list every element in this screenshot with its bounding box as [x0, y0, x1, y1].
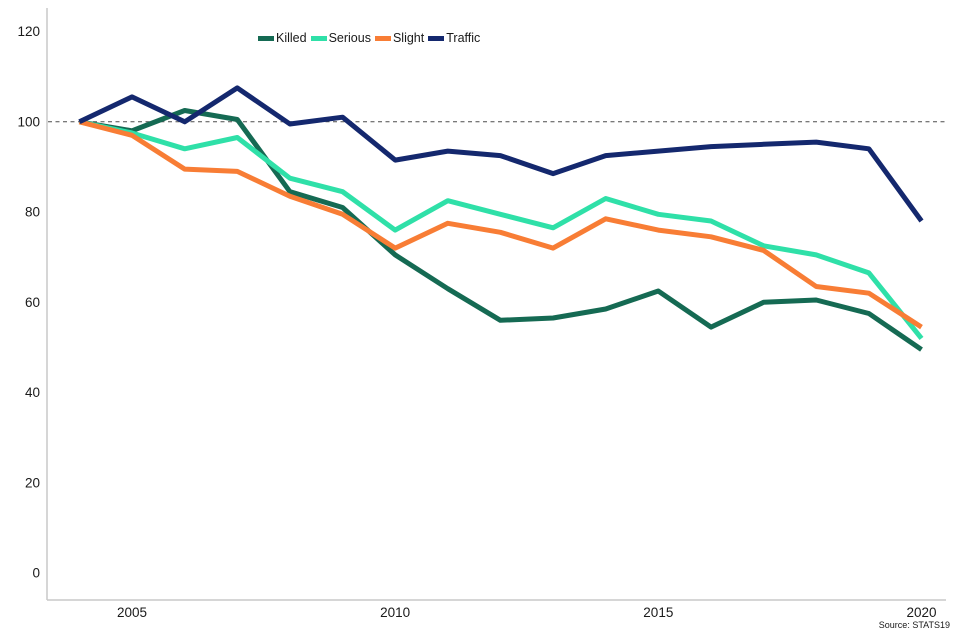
source-note: Source: STATS19 [878, 620, 950, 630]
legend-item-serious: Serious [310, 30, 371, 46]
legend-item-traffic: Traffic [428, 30, 480, 46]
chart-legend: Killed Serious Slight Traffic [258, 30, 480, 46]
series-line-serious [78, 119, 924, 340]
y-tick-label: 40 [25, 385, 40, 400]
legend-label-serious: Serious [328, 31, 371, 45]
series-line-killed [78, 108, 923, 352]
y-tick-label: 120 [17, 24, 40, 39]
x-tick-label: 2005 [117, 605, 147, 620]
legend-label-traffic: Traffic [446, 31, 481, 45]
legend-item-slight: Slight [374, 30, 425, 46]
y-tick-label: 0 [32, 566, 40, 581]
legend-swatch-slight [374, 35, 391, 41]
legend-swatch-killed [258, 35, 274, 41]
legend-swatch-traffic [428, 35, 445, 41]
y-tick-label: 20 [25, 475, 40, 490]
legend-item-killed: Killed [258, 30, 307, 46]
x-tick-label: 2010 [380, 605, 410, 620]
legend-label-killed: Killed [276, 31, 307, 45]
legend-label-slight: Slight [392, 31, 425, 45]
x-tick-label: 2020 [906, 605, 936, 620]
series-line-traffic [78, 85, 924, 223]
y-tick-label: 100 [17, 114, 40, 129]
series-line-slight [78, 119, 923, 330]
y-tick-label: 60 [25, 295, 40, 310]
x-tick-label: 2015 [643, 605, 673, 620]
y-tick-label: 80 [25, 205, 40, 220]
legend-swatch-serious [310, 35, 327, 41]
